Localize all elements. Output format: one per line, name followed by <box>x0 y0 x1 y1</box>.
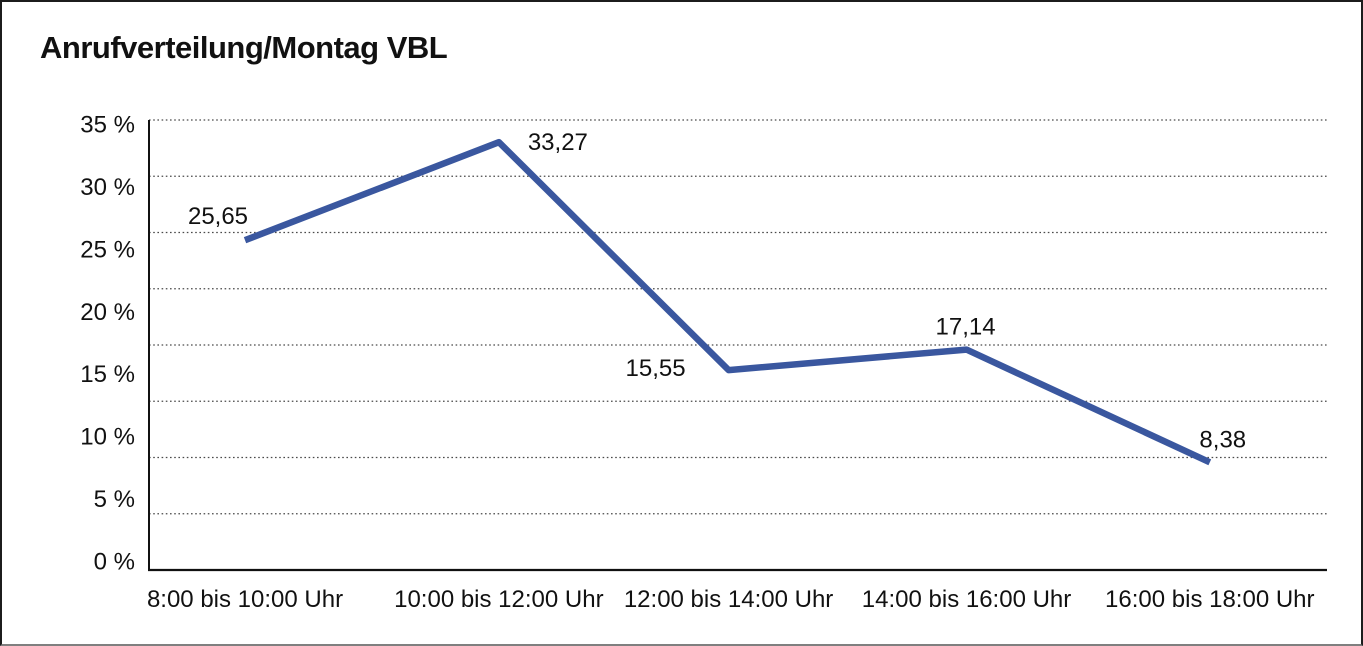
x-category-label: 12:00 bis 14:00 Uhr <box>624 586 833 613</box>
chart-title: Anrufverteilung/Montag VBL <box>40 30 448 65</box>
y-tick-label: 10 % <box>80 424 135 451</box>
x-category-label: 14:00 bis 16:00 Uhr <box>862 586 1071 613</box>
data-point-label: 15,55 <box>626 355 686 382</box>
x-category-label: 16:00 bis 18:00 Uhr <box>1105 586 1314 613</box>
data-point-label: 8,38 <box>1199 426 1246 453</box>
data-point-label: 25,65 <box>188 203 248 230</box>
data-point-label: 17,14 <box>936 314 996 341</box>
y-tick-label: 15 % <box>80 361 135 388</box>
data-line-series <box>243 138 1212 466</box>
y-tick-label: 25 % <box>80 236 135 263</box>
data-point-label: 33,27 <box>528 129 588 156</box>
y-tick-label: 5 % <box>94 486 135 513</box>
y-tick-label: 35 % <box>80 112 135 139</box>
y-tick-label: 0 % <box>94 549 135 576</box>
x-category-label: 8:00 bis 10:00 Uhr <box>147 586 343 613</box>
x-category-label: 10:00 bis 12:00 Uhr <box>394 586 603 613</box>
y-tick-label: 30 % <box>80 174 135 201</box>
y-tick-label: 20 % <box>80 299 135 326</box>
